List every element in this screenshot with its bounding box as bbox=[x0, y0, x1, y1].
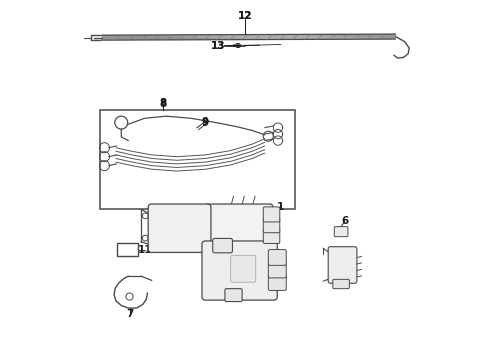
FancyBboxPatch shape bbox=[269, 262, 286, 278]
Text: 5: 5 bbox=[231, 283, 238, 293]
Bar bbox=[117, 243, 138, 256]
FancyBboxPatch shape bbox=[202, 241, 277, 300]
Text: 9: 9 bbox=[201, 117, 208, 127]
FancyBboxPatch shape bbox=[263, 207, 280, 222]
Text: 8: 8 bbox=[159, 99, 166, 109]
FancyBboxPatch shape bbox=[225, 289, 242, 302]
Text: 4: 4 bbox=[187, 206, 194, 216]
FancyBboxPatch shape bbox=[269, 249, 286, 265]
Text: →⊕: →⊕ bbox=[229, 41, 242, 50]
Text: →⊕: →⊕ bbox=[228, 41, 241, 50]
Text: 7: 7 bbox=[126, 309, 133, 319]
Text: 12: 12 bbox=[238, 11, 252, 21]
FancyBboxPatch shape bbox=[148, 204, 211, 252]
FancyBboxPatch shape bbox=[263, 228, 280, 243]
Text: 10: 10 bbox=[336, 279, 350, 289]
FancyBboxPatch shape bbox=[269, 275, 286, 291]
Text: 6: 6 bbox=[341, 216, 348, 226]
Text: 1: 1 bbox=[277, 202, 285, 212]
Text: 12: 12 bbox=[238, 11, 252, 21]
Text: 13: 13 bbox=[211, 41, 226, 50]
FancyBboxPatch shape bbox=[204, 204, 273, 253]
Text: 8: 8 bbox=[159, 98, 166, 108]
FancyBboxPatch shape bbox=[263, 218, 280, 233]
Text: 9: 9 bbox=[201, 118, 208, 128]
Text: 13: 13 bbox=[211, 41, 226, 50]
FancyBboxPatch shape bbox=[328, 247, 357, 283]
Text: 11: 11 bbox=[137, 244, 152, 255]
Text: 3: 3 bbox=[215, 236, 222, 246]
FancyBboxPatch shape bbox=[213, 238, 232, 253]
FancyBboxPatch shape bbox=[231, 255, 256, 282]
FancyBboxPatch shape bbox=[334, 226, 348, 237]
FancyBboxPatch shape bbox=[333, 279, 349, 289]
Bar bbox=[100, 110, 295, 209]
Text: 2: 2 bbox=[276, 252, 283, 262]
